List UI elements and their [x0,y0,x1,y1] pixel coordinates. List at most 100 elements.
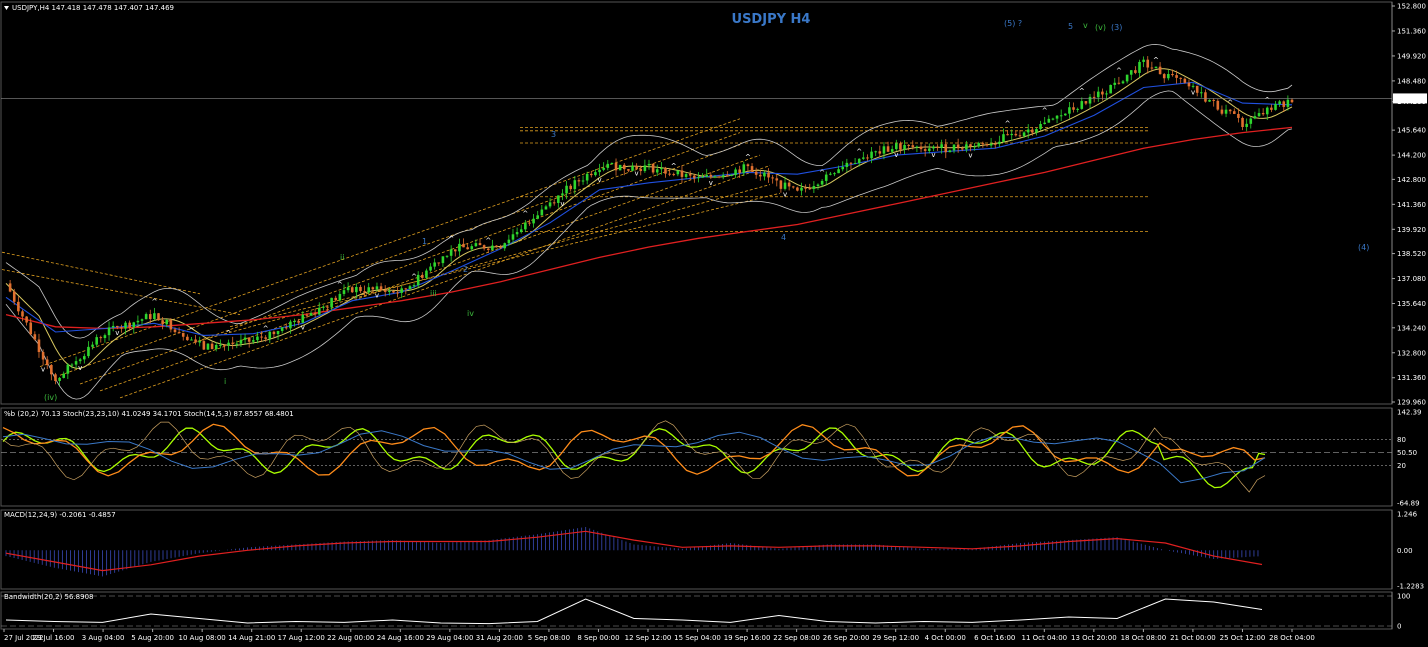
candle-bullish [540,209,544,216]
candle-bullish [903,144,906,150]
candle-bullish [322,306,325,308]
candle-bullish [610,162,614,164]
candle-bearish [791,186,795,188]
candle-bearish [944,144,948,153]
candle-bearish [437,262,441,264]
candle-bearish [804,187,807,189]
stoch-fast-line [2,420,1266,493]
candle-bearish [115,325,119,328]
candle-bearish [17,301,20,312]
candle-bullish [1208,99,1211,102]
candle-bullish [940,144,943,148]
candle-bearish [622,164,626,170]
candle-bearish [1220,109,1224,114]
fractal-marker: ^ [856,148,862,156]
candle-bullish [95,337,98,345]
candle-bearish [808,188,812,190]
candle-bearish [334,297,338,301]
candle-bullish [1274,104,1277,110]
candle-bullish [165,319,169,325]
candle-bullish [524,222,527,230]
price-tick-label: 151.360 [1397,27,1426,35]
candle-bullish [268,331,272,339]
candle-bullish [66,364,70,374]
candle-bearish [383,290,387,292]
candle-bullish [655,169,659,173]
candle-bearish [313,313,317,315]
candle-bullish [74,361,78,365]
candle-bullish [227,342,230,346]
fractal-marker: ^ [411,273,417,281]
candle-bearish [787,182,791,187]
fractal-marker: ^ [1227,99,1233,107]
candle-bullish [581,180,585,182]
fractal-marker: ^ [226,330,232,338]
candle-bearish [886,146,890,152]
candle-bearish [99,337,103,339]
candle-bearish [936,146,939,148]
candle-bearish [202,341,206,350]
candle-bearish [1237,113,1240,118]
candle-bullish [219,344,222,346]
candle-bullish [62,373,66,378]
candle-bullish [857,158,861,164]
time-tick-label: 26 Sep 20:00 [823,634,870,642]
candle-bearish [478,243,482,246]
candle-bullish [594,172,597,176]
candle-bearish [1195,85,1199,93]
candle-bullish [1080,101,1084,109]
candle-bearish [969,144,972,147]
candle-bullish [214,344,218,350]
candle-bullish [1002,134,1005,142]
candle-bearish [1175,75,1178,78]
candle-bullish [676,170,680,175]
candle-bearish [462,243,465,248]
candle-bullish [734,169,737,176]
candle-bearish [985,144,989,146]
candle-bullish [206,343,210,350]
fib-channel-line [229,192,781,328]
fractal-marker: ^ [1153,56,1159,64]
candle-bullish [243,337,247,340]
fib-channel-line [199,184,771,342]
time-tick-label: 18 Oct 08:00 [1121,634,1167,642]
time-tick-label: 4 Oct 00:00 [925,634,966,642]
candle-bearish [482,245,486,249]
candle-bearish [1134,70,1137,73]
candle-bullish [293,320,296,322]
candle-bearish [1171,74,1174,76]
candle-bullish [1039,123,1042,129]
percent-b-tick-label: 142.39 [1397,409,1422,417]
candle-bearish [577,180,581,182]
candle-bullish [1068,107,1071,114]
candle-bullish [684,174,688,177]
candle-bearish [796,187,799,191]
time-tick-label: 29 Sep 12:00 [872,634,919,642]
candle-bearish [981,143,985,145]
time-tick-label: 28 Oct 04:00 [1269,634,1315,642]
wave-label-v: v [1083,21,1088,30]
candle-bearish [754,171,758,175]
candle-bullish [317,307,321,315]
candle-bearish [767,172,770,178]
candle-bullish [998,141,1001,145]
dropdown-arrow-icon[interactable] [4,6,9,10]
candle-bullish [557,195,560,203]
candle-bearish [717,176,721,178]
candle-bearish [956,144,960,149]
candle-bullish [91,344,94,347]
candle-bearish [247,337,251,342]
candle-bullish [441,256,445,264]
candle-bearish [181,332,185,337]
candle-bearish [1072,107,1075,110]
fractal-marker: v [635,170,639,178]
candle-bearish [664,167,667,174]
candle-bullish [845,162,849,168]
candle-bullish [408,286,412,289]
time-tick-label: 31 Aug 20:00 [476,634,523,642]
candle-bullish [252,340,255,342]
candle-bullish [412,285,416,287]
candle-bearish [223,344,226,346]
candle-bullish [256,336,259,341]
